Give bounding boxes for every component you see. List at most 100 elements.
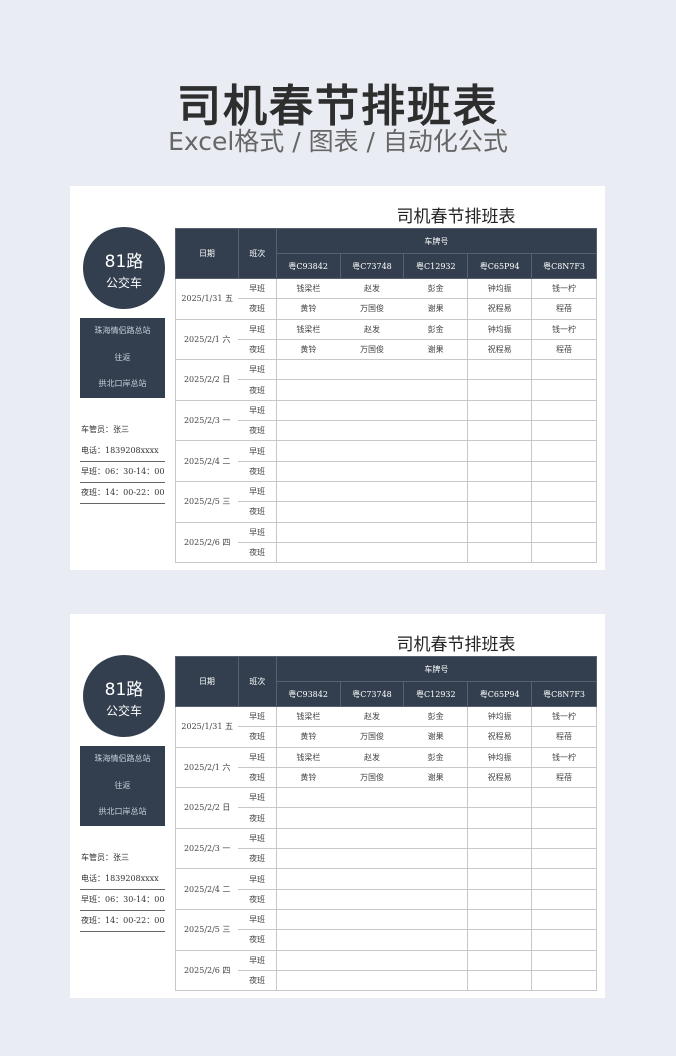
shift-cell[interactable]: 夜班 bbox=[238, 379, 277, 401]
date-cell[interactable]: 2025/2/5 三 bbox=[175, 908, 239, 951]
driver-cell[interactable]: 赵发 bbox=[340, 746, 404, 768]
driver-cell[interactable]: 钟均振 bbox=[467, 746, 533, 768]
driver-cell[interactable] bbox=[340, 379, 404, 401]
shift-cell[interactable]: 早班 bbox=[238, 868, 277, 890]
shift-cell[interactable]: 夜班 bbox=[238, 338, 277, 361]
driver-cell[interactable]: 钱梁栏 bbox=[275, 277, 341, 300]
driver-cell[interactable] bbox=[467, 848, 533, 870]
driver-cell[interactable] bbox=[275, 888, 341, 910]
driver-cell[interactable] bbox=[531, 868, 597, 890]
driver-cell[interactable] bbox=[403, 848, 469, 870]
date-cell[interactable]: 2025/2/1 六 bbox=[175, 746, 239, 789]
date-cell[interactable]: 2025/2/6 四 bbox=[175, 521, 239, 564]
driver-cell[interactable]: 彭金 bbox=[403, 277, 469, 300]
driver-cell[interactable]: 程蓓 bbox=[531, 726, 597, 748]
driver-cell[interactable] bbox=[275, 541, 341, 564]
shift-cell[interactable]: 夜班 bbox=[238, 726, 277, 748]
shift-cell[interactable]: 早班 bbox=[238, 399, 277, 422]
driver-cell[interactable]: 祝程易 bbox=[467, 298, 533, 320]
driver-cell[interactable]: 彭金 bbox=[403, 705, 469, 728]
driver-cell[interactable] bbox=[275, 787, 341, 809]
driver-cell[interactable] bbox=[467, 420, 533, 442]
driver-cell[interactable] bbox=[467, 359, 533, 381]
driver-cell[interactable] bbox=[340, 420, 404, 442]
driver-cell[interactable] bbox=[531, 807, 597, 829]
driver-cell[interactable] bbox=[275, 359, 341, 381]
driver-cell[interactable] bbox=[531, 827, 597, 850]
driver-cell[interactable] bbox=[467, 807, 533, 829]
driver-cell[interactable]: 谢果 bbox=[403, 338, 469, 361]
driver-cell[interactable] bbox=[531, 399, 597, 422]
driver-cell[interactable] bbox=[275, 501, 341, 523]
driver-cell[interactable]: 钟均振 bbox=[467, 705, 533, 728]
driver-cell[interactable] bbox=[467, 480, 533, 503]
driver-cell[interactable] bbox=[403, 949, 469, 971]
driver-cell[interactable] bbox=[275, 480, 341, 503]
shift-cell[interactable]: 早班 bbox=[238, 277, 277, 300]
driver-cell[interactable] bbox=[531, 848, 597, 870]
driver-cell[interactable] bbox=[467, 541, 533, 564]
driver-cell[interactable] bbox=[467, 888, 533, 910]
shift-cell[interactable]: 早班 bbox=[238, 359, 277, 381]
driver-cell[interactable] bbox=[531, 501, 597, 523]
driver-cell[interactable] bbox=[340, 787, 404, 809]
date-cell[interactable]: 2025/2/4 二 bbox=[175, 440, 239, 482]
driver-cell[interactable] bbox=[275, 949, 341, 971]
driver-cell[interactable] bbox=[275, 868, 341, 890]
shift-cell[interactable]: 早班 bbox=[238, 480, 277, 503]
shift-cell[interactable]: 夜班 bbox=[238, 969, 277, 992]
shift-cell[interactable]: 夜班 bbox=[238, 460, 277, 482]
driver-cell[interactable]: 祝程易 bbox=[467, 338, 533, 361]
driver-cell[interactable] bbox=[531, 908, 597, 931]
driver-cell[interactable] bbox=[403, 501, 469, 523]
driver-cell[interactable] bbox=[340, 868, 404, 890]
date-cell[interactable]: 2025/1/31 五 bbox=[175, 278, 239, 320]
driver-cell[interactable] bbox=[467, 949, 533, 971]
shift-cell[interactable]: 夜班 bbox=[238, 929, 277, 951]
driver-cell[interactable] bbox=[403, 420, 469, 442]
driver-cell[interactable]: 万国俊 bbox=[340, 766, 404, 789]
driver-cell[interactable] bbox=[275, 807, 341, 829]
driver-cell[interactable] bbox=[467, 521, 533, 543]
driver-cell[interactable] bbox=[340, 929, 404, 951]
driver-cell[interactable]: 祝程易 bbox=[467, 726, 533, 748]
driver-cell[interactable] bbox=[275, 908, 341, 931]
driver-cell[interactable] bbox=[340, 949, 404, 971]
shift-cell[interactable]: 早班 bbox=[238, 318, 277, 340]
driver-cell[interactable] bbox=[467, 460, 533, 482]
driver-cell[interactable] bbox=[531, 440, 597, 462]
driver-cell[interactable] bbox=[403, 379, 469, 401]
shift-cell[interactable]: 早班 bbox=[238, 827, 277, 850]
driver-cell[interactable]: 钱一柠 bbox=[531, 318, 597, 340]
driver-cell[interactable] bbox=[403, 460, 469, 482]
shift-cell[interactable]: 夜班 bbox=[238, 501, 277, 523]
driver-cell[interactable] bbox=[340, 541, 404, 564]
driver-cell[interactable] bbox=[403, 888, 469, 910]
driver-cell[interactable]: 程蓓 bbox=[531, 338, 597, 361]
shift-cell[interactable]: 早班 bbox=[238, 705, 277, 728]
driver-cell[interactable] bbox=[467, 908, 533, 931]
date-cell[interactable]: 2025/2/6 四 bbox=[175, 949, 239, 992]
driver-cell[interactable]: 彭金 bbox=[403, 746, 469, 768]
driver-cell[interactable] bbox=[467, 827, 533, 850]
shift-cell[interactable]: 夜班 bbox=[238, 807, 277, 829]
driver-cell[interactable] bbox=[403, 908, 469, 931]
shift-cell[interactable]: 早班 bbox=[238, 787, 277, 809]
driver-cell[interactable] bbox=[531, 949, 597, 971]
driver-cell[interactable] bbox=[467, 501, 533, 523]
driver-cell[interactable] bbox=[340, 969, 404, 992]
driver-cell[interactable]: 谢果 bbox=[403, 726, 469, 748]
date-cell[interactable]: 2025/2/3 一 bbox=[175, 827, 239, 870]
date-cell[interactable]: 2025/1/31 五 bbox=[175, 706, 239, 748]
driver-cell[interactable]: 钱一柠 bbox=[531, 277, 597, 300]
date-cell[interactable]: 2025/2/3 一 bbox=[175, 399, 239, 442]
date-cell[interactable]: 2025/2/2 日 bbox=[175, 787, 239, 829]
date-cell[interactable]: 2025/2/1 六 bbox=[175, 318, 239, 361]
driver-cell[interactable] bbox=[340, 807, 404, 829]
shift-cell[interactable]: 早班 bbox=[238, 440, 277, 462]
driver-cell[interactable] bbox=[275, 460, 341, 482]
shift-cell[interactable]: 早班 bbox=[238, 746, 277, 768]
driver-cell[interactable] bbox=[467, 379, 533, 401]
driver-cell[interactable]: 赵发 bbox=[340, 705, 404, 728]
driver-cell[interactable] bbox=[467, 969, 533, 992]
